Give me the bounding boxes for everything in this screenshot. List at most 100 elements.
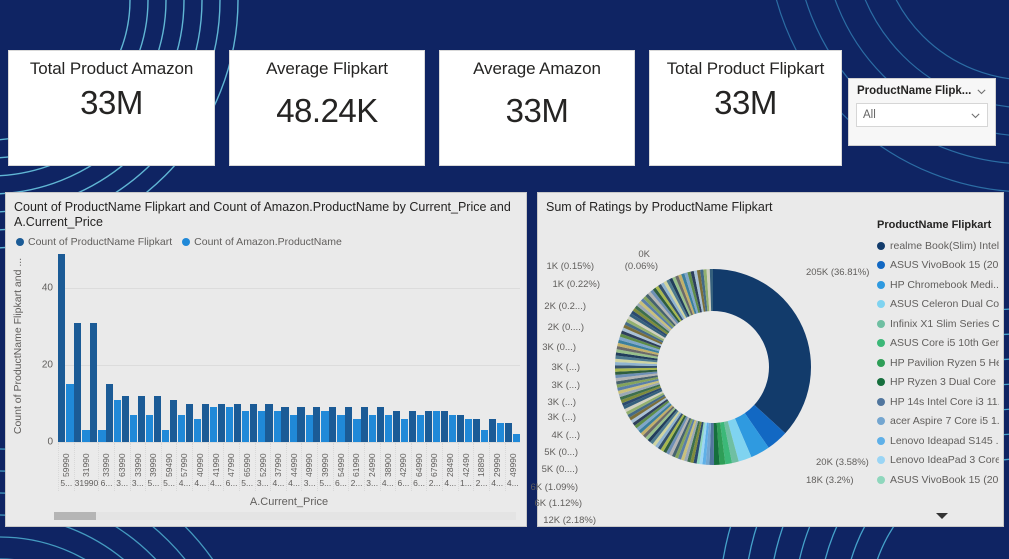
donut-slice-minor[interactable] — [615, 371, 658, 379]
donut-slice-minor[interactable] — [652, 411, 680, 447]
bar-amazon[interactable] — [178, 415, 186, 442]
bar-flipkart[interactable] — [58, 253, 66, 442]
bar-group[interactable] — [185, 250, 202, 442]
donut-slice-minor[interactable] — [660, 414, 685, 452]
bar-flipkart[interactable] — [233, 403, 241, 442]
donut-slice-minor[interactable] — [626, 318, 665, 342]
donut-slice[interactable] — [699, 422, 707, 465]
donut-slice-minor[interactable] — [636, 402, 671, 431]
bar-flipkart[interactable] — [488, 418, 496, 442]
donut-legend-scroll-down[interactable] — [881, 508, 1003, 526]
donut-slice-minor[interactable] — [631, 310, 668, 337]
bar-group[interactable] — [424, 250, 441, 442]
donut-chart[interactable] — [593, 247, 833, 487]
bar-amazon[interactable] — [289, 415, 297, 442]
donut-slice-minor[interactable] — [617, 378, 659, 391]
donut-slice-minor[interactable] — [640, 298, 674, 330]
bar-group[interactable] — [377, 250, 393, 442]
kpi-card-total-product-amazon[interactable]: Total Product Amazon 33M — [8, 50, 215, 166]
donut-slice-minor[interactable] — [681, 273, 697, 315]
bar-amazon[interactable] — [257, 411, 265, 442]
donut-legend-item[interactable]: Infinix X1 Slim Series C... — [877, 314, 999, 334]
donut-slice-minor[interactable] — [629, 313, 667, 338]
donut-slice-minor[interactable] — [674, 418, 693, 459]
bar-flipkart[interactable] — [472, 418, 480, 442]
chevron-down-icon[interactable] — [976, 86, 987, 97]
slicer-dropdown[interactable]: All — [856, 103, 988, 127]
bar-amazon[interactable] — [130, 415, 138, 442]
donut-slice-minor[interactable] — [645, 407, 676, 441]
donut-slice-minor[interactable] — [638, 403, 672, 434]
donut-slice-minor[interactable] — [636, 302, 671, 332]
bar-amazon[interactable] — [305, 415, 313, 442]
donut-chart-visual[interactable]: Sum of Ratings by ProductName Flipkart 0… — [530, 192, 1004, 527]
bar-amazon[interactable] — [417, 415, 425, 442]
bar-amazon[interactable] — [353, 418, 361, 442]
donut-slice-minor[interactable] — [624, 321, 664, 343]
donut-slice-minor[interactable] — [655, 412, 682, 449]
donut-slice-minor[interactable] — [671, 417, 692, 458]
donut-legend-item[interactable]: HP 14s Intel Core i3 11... — [877, 392, 999, 412]
bar-group[interactable] — [249, 250, 265, 442]
donut-slice-minor[interactable] — [623, 389, 663, 410]
donut-slice-minor[interactable] — [660, 282, 685, 320]
donut-slice-minor[interactable] — [709, 269, 713, 312]
bar-group[interactable] — [233, 250, 249, 442]
donut-legend-item[interactable]: ASUS Core i5 10th Gen — [877, 334, 999, 354]
bar-group[interactable] — [345, 250, 361, 442]
bar-amazon[interactable] — [337, 415, 345, 442]
donut-slice-minor[interactable] — [683, 420, 699, 462]
bar-amazon[interactable] — [98, 430, 106, 442]
donut-slice[interactable] — [696, 422, 706, 465]
donut-legend-item[interactable]: ASUS VivoBook 15 (20... — [877, 256, 999, 276]
bar-flipkart[interactable] — [281, 407, 289, 442]
donut-slice-minor[interactable] — [627, 316, 666, 340]
donut-slice-minor[interactable] — [672, 276, 692, 317]
bar-chart-visual[interactable]: Count of ProductName Flipkart and Count … — [5, 192, 527, 527]
bar-amazon[interactable] — [385, 415, 393, 442]
bar-amazon[interactable] — [241, 411, 249, 442]
donut-slice-minor[interactable] — [647, 408, 678, 443]
donut-slice-minor[interactable] — [658, 284, 684, 321]
donut-slice-minor[interactable] — [643, 295, 675, 328]
donut-slice[interactable] — [713, 422, 720, 465]
bar-group[interactable] — [456, 250, 473, 442]
donut-slice-minor[interactable] — [615, 352, 658, 361]
donut-slice-minor[interactable] — [693, 421, 704, 464]
donut-slice-minor[interactable] — [615, 369, 658, 375]
bar-group[interactable] — [313, 250, 329, 442]
bar-flipkart[interactable] — [345, 407, 353, 442]
donut-slice-minor[interactable] — [625, 392, 665, 415]
donut-slice-minor[interactable] — [680, 419, 697, 461]
donut-slice-minor[interactable] — [663, 280, 687, 319]
slicer-product-name-flipkart[interactable]: ProductName Flipk... All — [848, 78, 996, 146]
donut-slice-minor[interactable] — [706, 269, 712, 312]
donut-slice-minor[interactable] — [650, 409, 679, 445]
bar-amazon[interactable] — [146, 415, 154, 442]
donut-legend-item[interactable]: ASUS VivoBook 15 (20... — [877, 470, 999, 490]
donut-slice-minor[interactable] — [638, 300, 672, 331]
donut-slice-minor[interactable] — [616, 349, 658, 359]
donut-slice-minor[interactable] — [618, 339, 660, 354]
chevron-down-icon[interactable] — [970, 110, 981, 121]
bar-flipkart[interactable] — [137, 395, 146, 442]
donut-slice-minor[interactable] — [640, 404, 673, 436]
donut-slice-minor[interactable] — [666, 416, 688, 455]
kpi-card-average-amazon[interactable]: Average Amazon 33M — [439, 50, 635, 166]
bar-amazon[interactable] — [66, 384, 74, 442]
bar-flipkart[interactable] — [456, 415, 464, 442]
bar-group[interactable] — [488, 250, 504, 442]
bar-group[interactable] — [217, 250, 234, 442]
bar-group[interactable] — [504, 250, 520, 442]
bar-flipkart[interactable] — [90, 322, 98, 442]
bar-amazon[interactable] — [82, 430, 90, 442]
donut-slice-minor[interactable] — [642, 406, 675, 438]
donut-slice-minor[interactable] — [666, 279, 689, 318]
donut-slice-minor[interactable] — [616, 375, 658, 385]
bar-amazon[interactable] — [464, 418, 473, 442]
bar-flipkart[interactable] — [185, 403, 193, 442]
bar-amazon[interactable] — [273, 411, 281, 442]
bar-flipkart[interactable] — [122, 395, 130, 442]
donut-slice-minor[interactable] — [619, 333, 661, 350]
donut-slice-minor[interactable] — [703, 269, 710, 312]
